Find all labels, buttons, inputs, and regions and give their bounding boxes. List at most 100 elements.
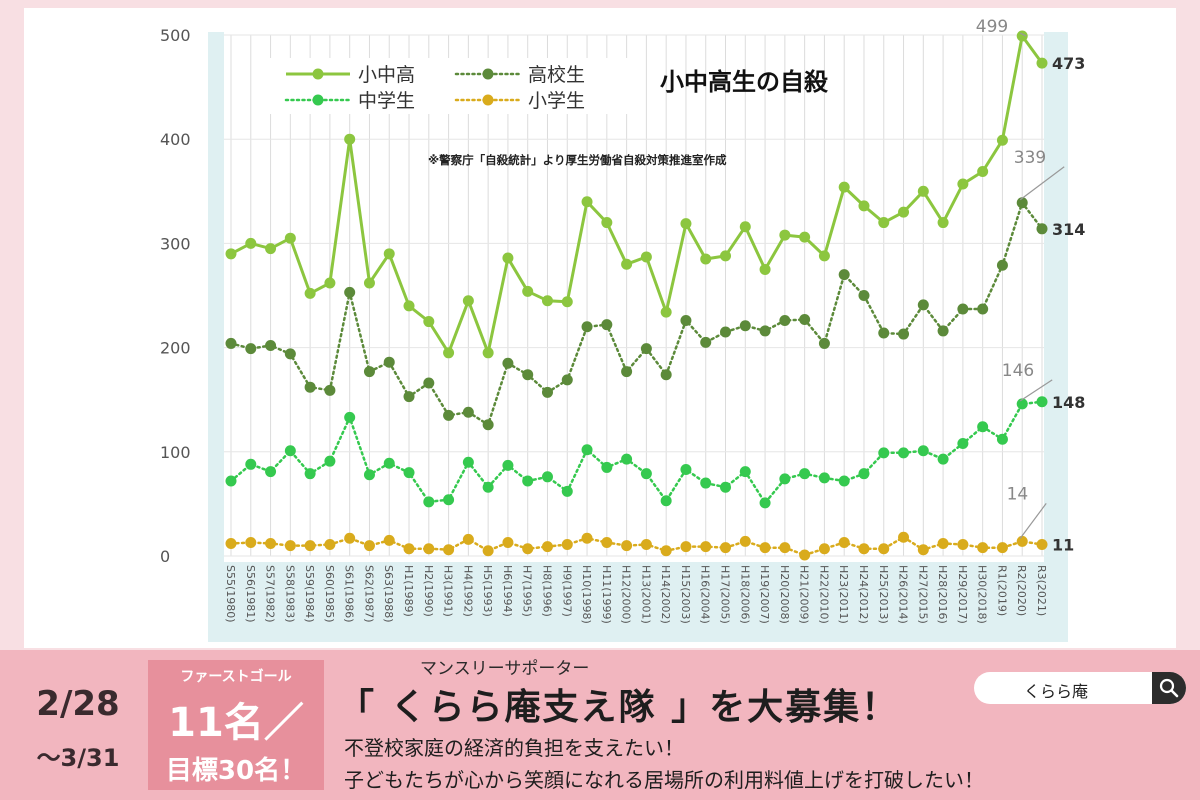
data-point [799,313,811,325]
data-point [957,178,969,190]
annotation-junior-2020-leader [1019,379,1053,402]
search-bar[interactable]: くらら庵 [974,672,1186,704]
data-point [423,496,435,508]
campaign-title: 「 くらら庵支え隊 」を大募集！ [338,687,900,728]
y-tick-label: 200 [160,339,191,358]
data-point [640,251,652,263]
data-point [225,248,237,260]
data-point [225,475,237,487]
x-tick-label: H4(1992) [461,565,474,617]
data-point [265,243,277,255]
data-point [1036,57,1048,69]
data-point [403,467,415,479]
data-point [858,200,870,212]
data-point [898,328,910,340]
campaign-subtitle: マンスリーサポーター [420,659,590,679]
annotation-junior-2021: 148 [1052,393,1085,412]
data-point [601,536,613,548]
annotation-total-2020: 499 [976,17,1008,37]
x-tick-label: H20(2008) [778,565,791,624]
data-point [977,542,989,554]
y-tick-label: 400 [160,130,191,149]
data-point [581,196,593,208]
chart-title: 小中高生の自殺 [660,68,829,96]
series-3 [225,531,1048,561]
data-point [284,348,296,360]
annotation-elem-2021: 11 [1052,536,1074,555]
data-point [739,466,751,478]
annotation-total-2020-leader [1019,32,1027,37]
data-point [324,539,336,551]
data-point [363,540,375,552]
data-point [363,366,375,378]
data-point [482,419,494,431]
data-point [759,325,771,337]
data-point [561,539,573,551]
legend-marker [312,68,324,80]
suicide-line-chart: 0 100 200 300 400 500 S55(1980) S56(1981) S57(19… [160,17,1085,642]
data-point [917,544,929,556]
data-point [720,542,732,554]
data-point [324,277,336,289]
goal-target: 目標30名！ [165,756,307,786]
data-point [363,277,375,289]
x-tick-label: H27(2015) [916,565,929,624]
data-point [977,303,989,315]
data-point [344,286,356,298]
goal-label: ファーストゴール [180,669,292,685]
data-point [720,250,732,262]
data-point [265,537,277,549]
x-tick-label: H28(2016) [936,565,949,624]
data-point [779,229,791,241]
campaign-period: 2/28 ～3/31 [18,684,138,773]
data-point [284,540,296,552]
data-point [403,391,415,403]
data-point [462,295,474,307]
x-tick-label: R3(2021) [1035,565,1048,616]
data-point [245,237,257,249]
x-tick-label: H12(2000) [620,565,633,624]
data-point [996,259,1008,271]
data-point [265,340,277,352]
data-point [482,347,494,359]
data-point [581,444,593,456]
data-point [443,544,455,556]
data-point [818,250,830,262]
data-point [225,537,237,549]
data-point [502,357,514,369]
data-point [878,217,890,229]
data-point [977,166,989,178]
data-point [304,468,316,480]
data-point [462,406,474,418]
annotation-total-2021: 473 [1052,54,1085,73]
date-start: 2/28 [36,684,120,724]
data-point [878,327,890,339]
x-tick-label: H26(2014) [897,565,910,624]
legend-label: 中学生 [358,90,415,112]
data-point [1016,30,1028,42]
x-tick-label: S57(1982) [264,565,277,623]
data-point [660,545,672,557]
x-tick-label: H3(1991) [442,565,455,617]
data-point [838,536,850,548]
data-point [1016,398,1028,410]
data-point [522,285,534,297]
data-point [621,366,633,378]
data-point [838,475,850,487]
x-tick-label: H25(2013) [877,565,890,624]
search-button[interactable] [1152,672,1186,704]
data-point [245,536,257,548]
annotation-high-2021: 314 [1052,220,1085,239]
data-point [680,315,692,327]
data-point [522,369,534,381]
goal-count: 11名／ [168,700,304,746]
series-line [229,201,1044,426]
campaign-line-1: 不登校家庭の経済的負担を支えたい！ [344,736,684,760]
data-point [700,541,712,553]
search-input[interactable]: くらら庵 [1024,682,1089,701]
x-tick-label: H11(1999) [600,565,613,624]
data-point [304,381,316,393]
data-point [996,134,1008,146]
data-point [700,336,712,348]
